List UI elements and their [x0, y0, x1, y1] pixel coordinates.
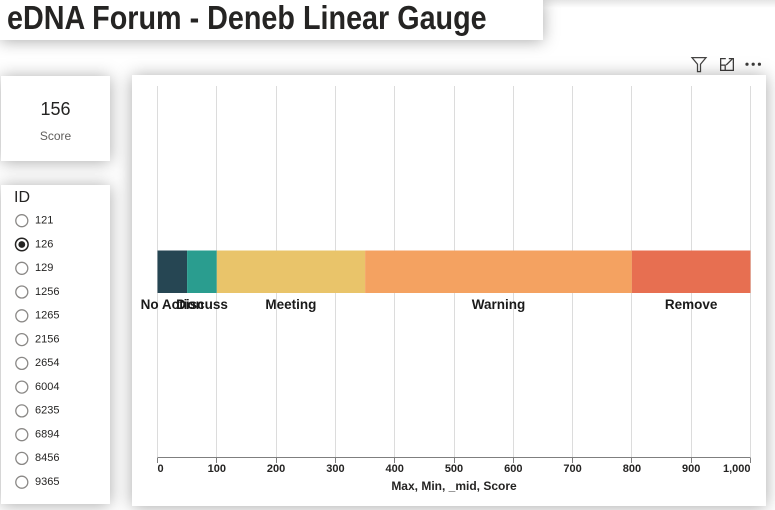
svg-text:300: 300 — [326, 463, 344, 475]
svg-text:0: 0 — [158, 463, 164, 475]
svg-text:200: 200 — [267, 463, 285, 475]
svg-text:2654: 2654 — [35, 357, 59, 369]
svg-text:400: 400 — [386, 463, 404, 475]
svg-text:1256: 1256 — [35, 286, 59, 298]
svg-text:1265: 1265 — [35, 310, 59, 322]
svg-text:6894: 6894 — [35, 429, 59, 441]
svg-text:Discuss: Discuss — [176, 297, 228, 312]
svg-text:No Action: No Action — [141, 297, 204, 312]
svg-text:600: 600 — [504, 463, 522, 475]
svg-text:9365: 9365 — [35, 476, 59, 488]
svg-text:800: 800 — [623, 463, 641, 475]
svg-text:129: 129 — [35, 262, 53, 274]
svg-text:100: 100 — [208, 463, 226, 475]
svg-text:700: 700 — [563, 463, 581, 475]
svg-text:900: 900 — [682, 463, 700, 475]
svg-text:6235: 6235 — [35, 405, 59, 417]
svg-text:500: 500 — [445, 463, 463, 475]
svg-text:2156: 2156 — [35, 333, 59, 345]
svg-text:Remove: Remove — [665, 297, 718, 312]
svg-text:126: 126 — [35, 238, 53, 250]
svg-text:Warning: Warning — [472, 297, 526, 312]
svg-text:6004: 6004 — [35, 381, 59, 393]
svg-text:Meeting: Meeting — [265, 297, 316, 312]
svg-text:Max, Min, _mid, Score: Max, Min, _mid, Score — [391, 479, 517, 493]
svg-text:1,000: 1,000 — [723, 463, 751, 475]
svg-text:121: 121 — [35, 215, 53, 227]
svg-text:8456: 8456 — [35, 452, 59, 464]
